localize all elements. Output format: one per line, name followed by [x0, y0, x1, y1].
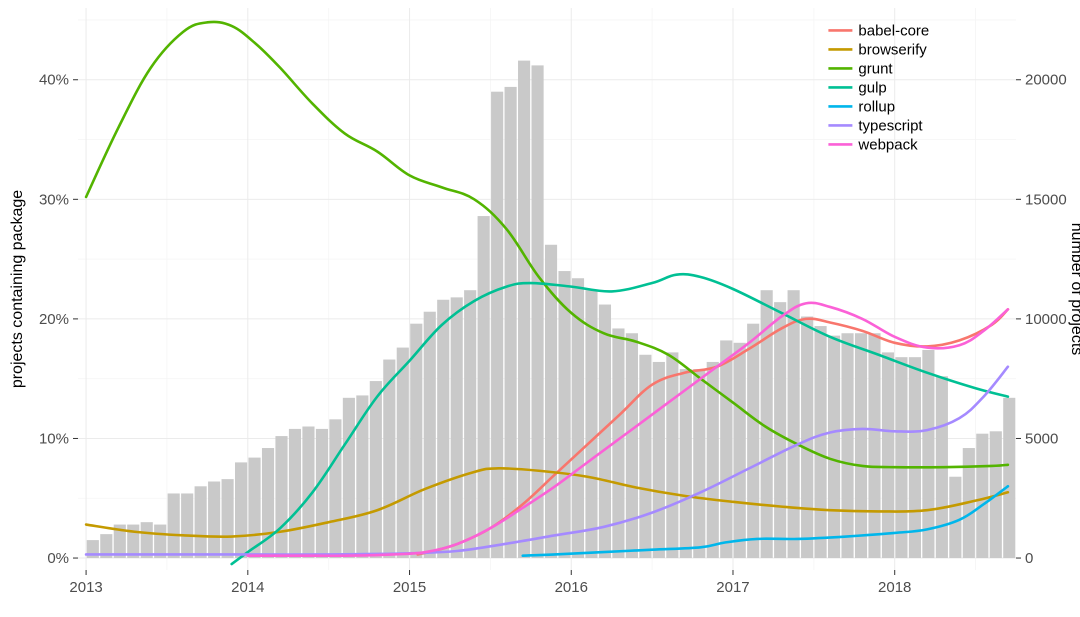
projects-bar — [370, 381, 382, 558]
projects-bar — [491, 92, 503, 558]
projects-bar — [451, 297, 463, 558]
y-right-axis-title: number of projects — [1068, 223, 1080, 356]
projects-bar — [680, 369, 692, 558]
legend-label-rollup: rollup — [858, 98, 895, 115]
projects-bar — [976, 434, 988, 558]
projects-bar — [909, 357, 921, 558]
projects-bar — [316, 429, 328, 558]
x-tick-label: 2015 — [393, 579, 426, 596]
projects-bar — [383, 360, 395, 558]
chart-svg: 0% 10% 20% 30% 40% 0 5000 10000 15000 20000 2013 20… — [0, 0, 1080, 617]
projects-bar — [181, 493, 193, 558]
projects-bar — [882, 352, 894, 558]
y-left-tick-label: 20% — [39, 311, 69, 328]
projects-bar — [1003, 398, 1015, 558]
y-left-tick-label: 10% — [39, 430, 69, 447]
x-tick-label: 2014 — [231, 579, 264, 596]
y-right-tick-label: 15000 — [1025, 191, 1067, 208]
projects-bar — [275, 436, 287, 558]
projects-bar — [841, 333, 853, 558]
projects-bar — [397, 348, 409, 558]
projects-bar — [734, 343, 746, 558]
projects-bar — [693, 369, 705, 558]
projects-bar — [626, 333, 638, 558]
projects-bar — [801, 317, 813, 559]
x-tick-label: 2013 — [69, 579, 102, 596]
x-tick-label: 2016 — [555, 579, 588, 596]
projects-bar — [222, 479, 234, 558]
projects-bar — [720, 340, 732, 558]
y-left-tick-label: 40% — [39, 72, 69, 89]
projects-bar — [343, 398, 355, 558]
projects-bar — [208, 482, 220, 559]
projects-bar — [168, 493, 180, 558]
x-tick-label: 2018 — [878, 579, 911, 596]
projects-bar — [868, 333, 880, 558]
projects-bar — [141, 522, 153, 558]
projects-bar — [437, 300, 449, 558]
y-left-tick-label: 0% — [47, 550, 69, 567]
y-left-axis-title: projects containing package — [9, 190, 26, 388]
projects-bar — [949, 477, 961, 558]
projects-bar — [235, 462, 247, 558]
projects-bar — [464, 290, 476, 558]
legend-label-babel-core: babel-core — [858, 22, 929, 39]
projects-bar — [329, 419, 341, 558]
projects-bar — [518, 61, 530, 558]
projects-bar — [828, 336, 840, 558]
y-right-tick-label: 5000 — [1025, 430, 1058, 447]
y-right-tick-label: 10000 — [1025, 311, 1067, 328]
projects-bar — [666, 352, 678, 558]
chart-container: 0% 10% 20% 30% 40% 0 5000 10000 15000 20000 2013 20… — [0, 0, 1080, 617]
y-right-tick-label: 20000 — [1025, 72, 1067, 89]
projects-bar — [747, 324, 759, 558]
projects-bar — [478, 216, 490, 558]
projects-bar — [154, 525, 166, 558]
projects-bar — [815, 326, 827, 558]
y-right-tick-label: 0 — [1025, 550, 1033, 567]
projects-bar — [774, 302, 786, 558]
projects-bar — [788, 290, 800, 558]
projects-bar — [505, 87, 517, 558]
projects-bar — [127, 525, 139, 558]
legend-label-grunt: grunt — [858, 60, 893, 77]
projects-bar — [289, 429, 301, 558]
projects-bar — [855, 333, 867, 558]
legend-label-browserify: browserify — [858, 41, 927, 58]
projects-bar — [558, 271, 570, 558]
legend-label-webpack: webpack — [857, 136, 918, 153]
projects-bar — [195, 486, 207, 558]
y-left-tick-label: 30% — [39, 191, 69, 208]
legend-label-gulp: gulp — [858, 79, 886, 96]
projects-bar — [424, 312, 436, 558]
projects-bar — [895, 357, 907, 558]
projects-bar — [531, 65, 543, 558]
x-tick-label: 2017 — [716, 579, 749, 596]
legend-label-typescript: typescript — [858, 117, 923, 134]
projects-bar — [653, 362, 665, 558]
